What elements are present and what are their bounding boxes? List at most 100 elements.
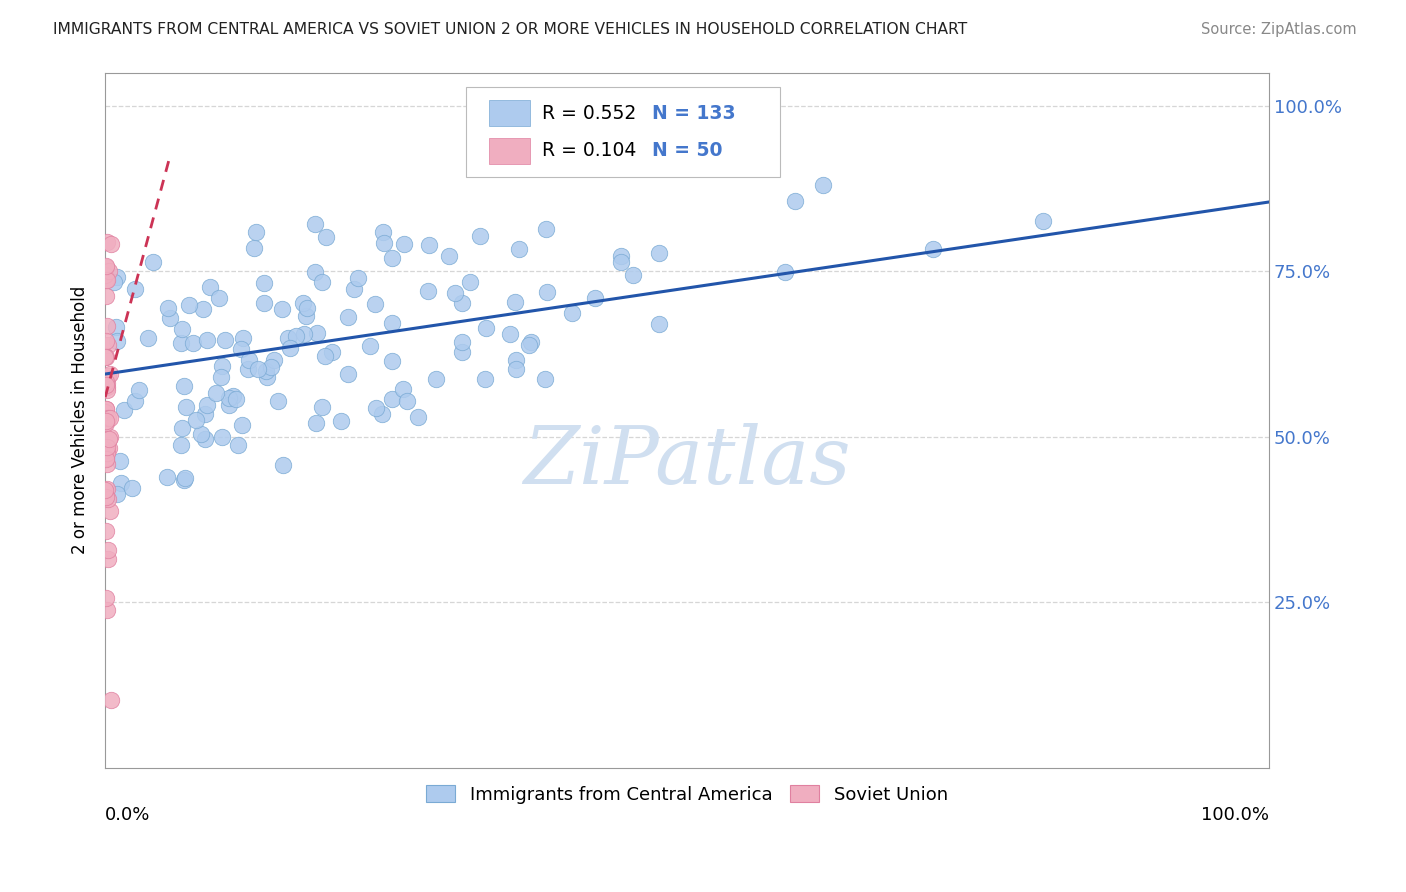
Point xyxy=(425,372,447,386)
Point xyxy=(100,236,122,251)
Point xyxy=(517,338,540,352)
Point xyxy=(270,302,292,317)
Point xyxy=(96,235,118,250)
Point xyxy=(96,603,118,617)
Point xyxy=(94,350,117,364)
Point xyxy=(94,404,117,418)
Point xyxy=(94,334,117,348)
Point xyxy=(96,401,118,416)
Point xyxy=(97,551,120,566)
Point xyxy=(347,271,370,285)
Point xyxy=(96,446,118,460)
Point xyxy=(451,295,474,310)
Point xyxy=(336,367,359,381)
Point xyxy=(94,483,117,497)
Point xyxy=(458,275,481,289)
Point xyxy=(94,259,117,273)
Point xyxy=(96,319,118,334)
Point xyxy=(98,367,121,381)
Point xyxy=(98,411,121,425)
Legend: Immigrants from Central America, Soviet Union: Immigrants from Central America, Soviet … xyxy=(419,778,955,811)
Point xyxy=(222,388,245,402)
Point xyxy=(396,394,419,409)
Point xyxy=(110,476,132,491)
Point xyxy=(96,273,118,287)
Point xyxy=(195,333,218,347)
Point xyxy=(211,359,233,373)
Point xyxy=(505,353,527,368)
Point xyxy=(245,225,267,239)
Point xyxy=(499,326,522,341)
Point xyxy=(231,342,253,356)
Point xyxy=(97,492,120,507)
Point xyxy=(124,394,146,409)
Text: N = 133: N = 133 xyxy=(652,103,735,123)
Point xyxy=(381,251,404,265)
Point xyxy=(94,451,117,466)
Text: IMMIGRANTS FROM CENTRAL AMERICA VS SOVIET UNION 2 OR MORE VEHICLES IN HOUSEHOLD : IMMIGRANTS FROM CENTRAL AMERICA VS SOVIE… xyxy=(53,22,967,37)
Point xyxy=(112,403,135,417)
Point xyxy=(98,442,121,456)
Point xyxy=(172,322,194,336)
Point xyxy=(330,414,353,428)
Text: ZiPatlas: ZiPatlas xyxy=(523,424,851,500)
Point xyxy=(128,383,150,397)
Point xyxy=(225,392,247,407)
Point xyxy=(174,400,197,414)
Point xyxy=(304,265,326,279)
Point xyxy=(97,368,120,383)
Point xyxy=(96,380,118,394)
Point xyxy=(103,275,125,289)
Point xyxy=(394,237,416,252)
Point xyxy=(583,291,606,305)
Point xyxy=(173,471,195,485)
Point xyxy=(536,285,558,299)
Point xyxy=(96,376,118,390)
Point xyxy=(94,349,117,363)
Point xyxy=(205,385,228,400)
Point xyxy=(242,241,264,255)
Point xyxy=(214,333,236,347)
Point xyxy=(94,402,117,417)
Point xyxy=(416,284,439,298)
Point xyxy=(508,242,530,256)
Point xyxy=(105,334,128,348)
Point xyxy=(474,372,496,386)
Text: R = 0.104: R = 0.104 xyxy=(541,141,636,161)
Point xyxy=(278,341,301,355)
Point xyxy=(156,301,179,316)
Y-axis label: 2 or more Vehicles in Household: 2 or more Vehicles in Household xyxy=(72,286,89,555)
Point xyxy=(97,411,120,425)
Point xyxy=(450,345,472,359)
Point xyxy=(191,302,214,317)
Point xyxy=(380,353,402,368)
Point xyxy=(621,268,644,282)
Point xyxy=(371,226,394,240)
Point xyxy=(505,362,527,376)
Point xyxy=(142,254,165,268)
Point xyxy=(200,280,222,294)
Point xyxy=(155,470,177,484)
Point xyxy=(536,222,558,236)
Point xyxy=(94,524,117,538)
Point xyxy=(96,543,118,558)
Point xyxy=(311,400,333,414)
Point xyxy=(475,321,498,335)
Text: 0.0%: 0.0% xyxy=(105,805,150,824)
Point xyxy=(173,378,195,392)
Point xyxy=(94,591,117,605)
Point xyxy=(208,291,231,305)
Point xyxy=(648,246,671,260)
Point xyxy=(811,178,834,192)
Point xyxy=(96,457,118,471)
Point xyxy=(343,282,366,296)
Point xyxy=(100,692,122,706)
Point xyxy=(98,503,121,517)
Point xyxy=(260,360,283,375)
Point xyxy=(277,331,299,345)
Point xyxy=(337,310,360,324)
FancyBboxPatch shape xyxy=(465,87,780,178)
Point xyxy=(291,296,314,310)
Point xyxy=(359,339,381,353)
Point xyxy=(97,338,120,352)
